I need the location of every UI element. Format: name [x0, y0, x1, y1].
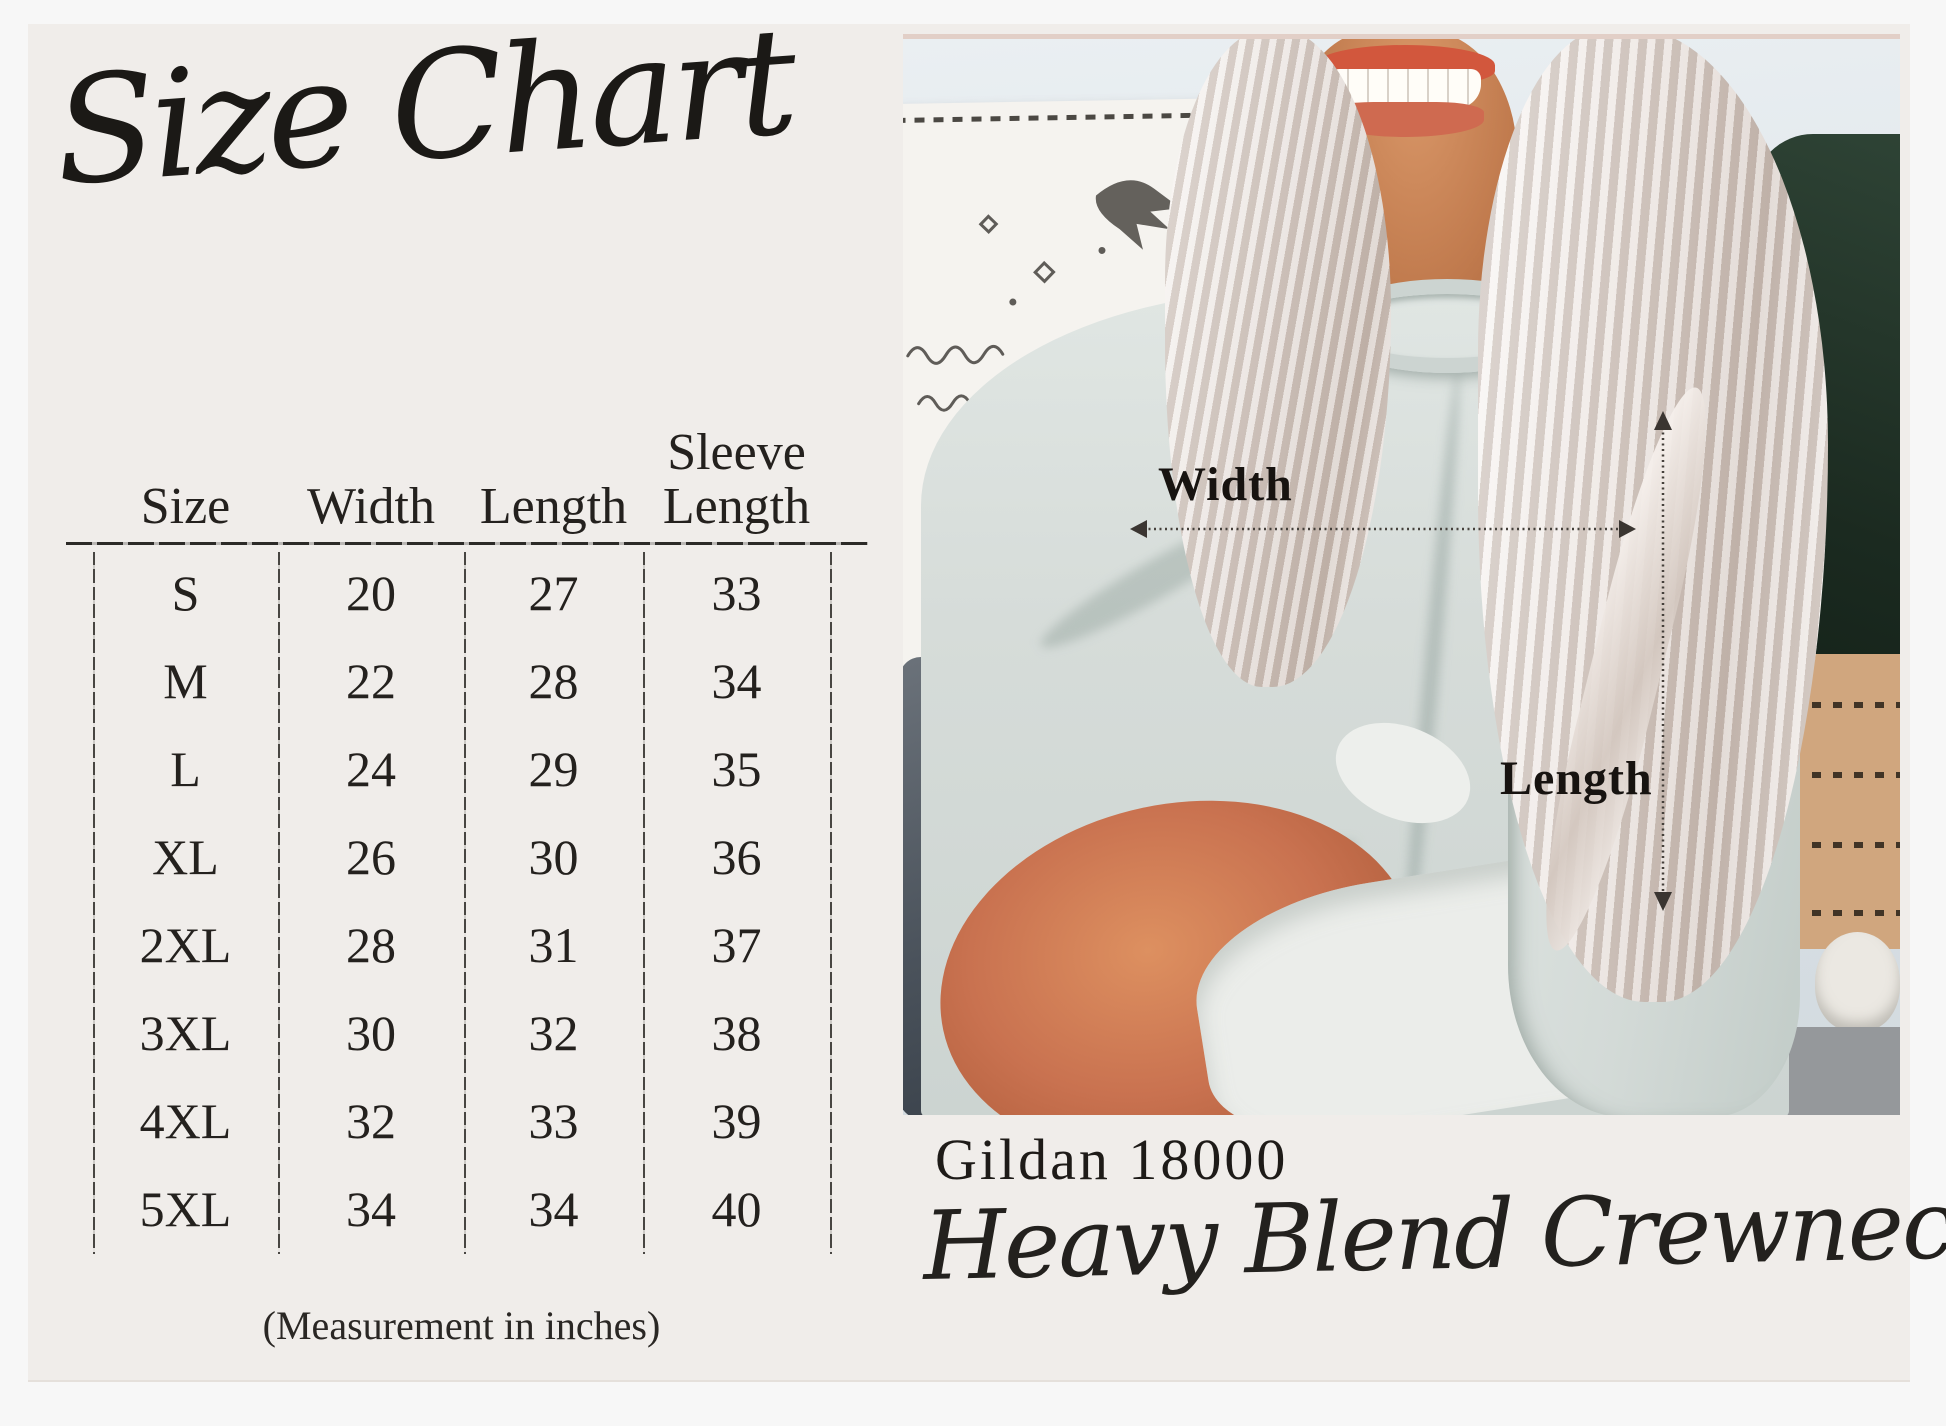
column-divider: [464, 552, 466, 1254]
size-cell: S: [171, 565, 200, 621]
sleeve-length-cell: 40: [711, 1181, 762, 1237]
length-cell: 31: [528, 917, 579, 973]
product-model-name: Gildan 18000: [935, 1127, 1289, 1192]
size-cell: 3XL: [139, 1005, 232, 1061]
table-row: 3XL 30 32 38: [93, 989, 830, 1077]
width-label: Width: [1158, 458, 1293, 511]
column-divider: [643, 552, 645, 1254]
table-top-rule: [66, 542, 868, 545]
header-size: Size: [140, 477, 231, 535]
product-photo: Width Length: [903, 34, 1900, 1115]
column-divider: [278, 552, 280, 1254]
length-cell: 30: [528, 829, 579, 885]
teeth: [1329, 68, 1481, 108]
length-cell: 28: [528, 653, 579, 709]
model-smile: [1315, 45, 1495, 137]
table-row: 2XL 28 31 37: [93, 901, 830, 989]
length-cell: 33: [528, 1093, 579, 1149]
table-body: S 20 27 33 M 22 28 34 L 24 29 35 XL 26 3…: [93, 549, 830, 1253]
width-cell: 20: [346, 565, 396, 621]
size-cell: XL: [152, 829, 219, 885]
table-row: S 20 27 33: [93, 549, 830, 637]
table-row: XL 26 30 36: [93, 813, 830, 901]
sleeve-length-cell: 38: [711, 1005, 762, 1061]
page-title-script: Size Chart: [49, 0, 798, 219]
length-cell: 32: [528, 1005, 579, 1061]
header-sleeve-length: Sleeve Length: [662, 423, 811, 535]
width-cell: 34: [346, 1181, 396, 1237]
sleeve-length-cell: 39: [711, 1093, 762, 1149]
size-cell: M: [163, 653, 208, 709]
sleeve-length-cell: 34: [711, 653, 762, 709]
length-cell: 27: [528, 565, 579, 621]
size-cell: 5XL: [139, 1181, 232, 1237]
width-cell: 26: [346, 829, 396, 885]
measurement-note: (Measurement in inches): [262, 1303, 661, 1348]
white-bowl: [1815, 932, 1900, 1032]
product-name-script: Heavy Blend Crewneck: [922, 1169, 1946, 1302]
length-cell: 34: [528, 1181, 579, 1237]
measurement-arrows-graphic: [1130, 411, 1672, 911]
size-cell: L: [170, 741, 201, 797]
table-row: 5XL 34 34 40: [93, 1165, 830, 1253]
size-cell: 4XL: [139, 1093, 232, 1149]
header-length: Length: [479, 477, 628, 535]
width-cell: 24: [346, 741, 396, 797]
length-cell: 29: [528, 741, 579, 797]
sleeve-length-cell: 37: [711, 917, 762, 973]
sleeve-length-cell: 33: [711, 565, 762, 621]
column-divider: [830, 552, 832, 1254]
table-row: L 24 29 35: [93, 725, 830, 813]
header-width: Width: [307, 477, 435, 535]
knit-blanket: [1791, 654, 1900, 949]
sleeve-length-cell: 35: [711, 741, 762, 797]
size-cell: 2XL: [139, 917, 232, 973]
table-row: 4XL 32 33 39: [93, 1077, 830, 1165]
length-label: Length: [1500, 752, 1653, 805]
table-header-row: Size Width Length Sleeve Length: [93, 408, 830, 538]
width-cell: 32: [346, 1093, 396, 1149]
width-cell: 30: [346, 1005, 396, 1061]
width-cell: 22: [346, 653, 396, 709]
width-cell: 28: [346, 917, 396, 973]
hair-left: [1165, 39, 1391, 687]
table-row: M 22 28 34: [93, 637, 830, 725]
column-divider: [93, 552, 95, 1254]
sleeve-length-cell: 36: [711, 829, 762, 885]
